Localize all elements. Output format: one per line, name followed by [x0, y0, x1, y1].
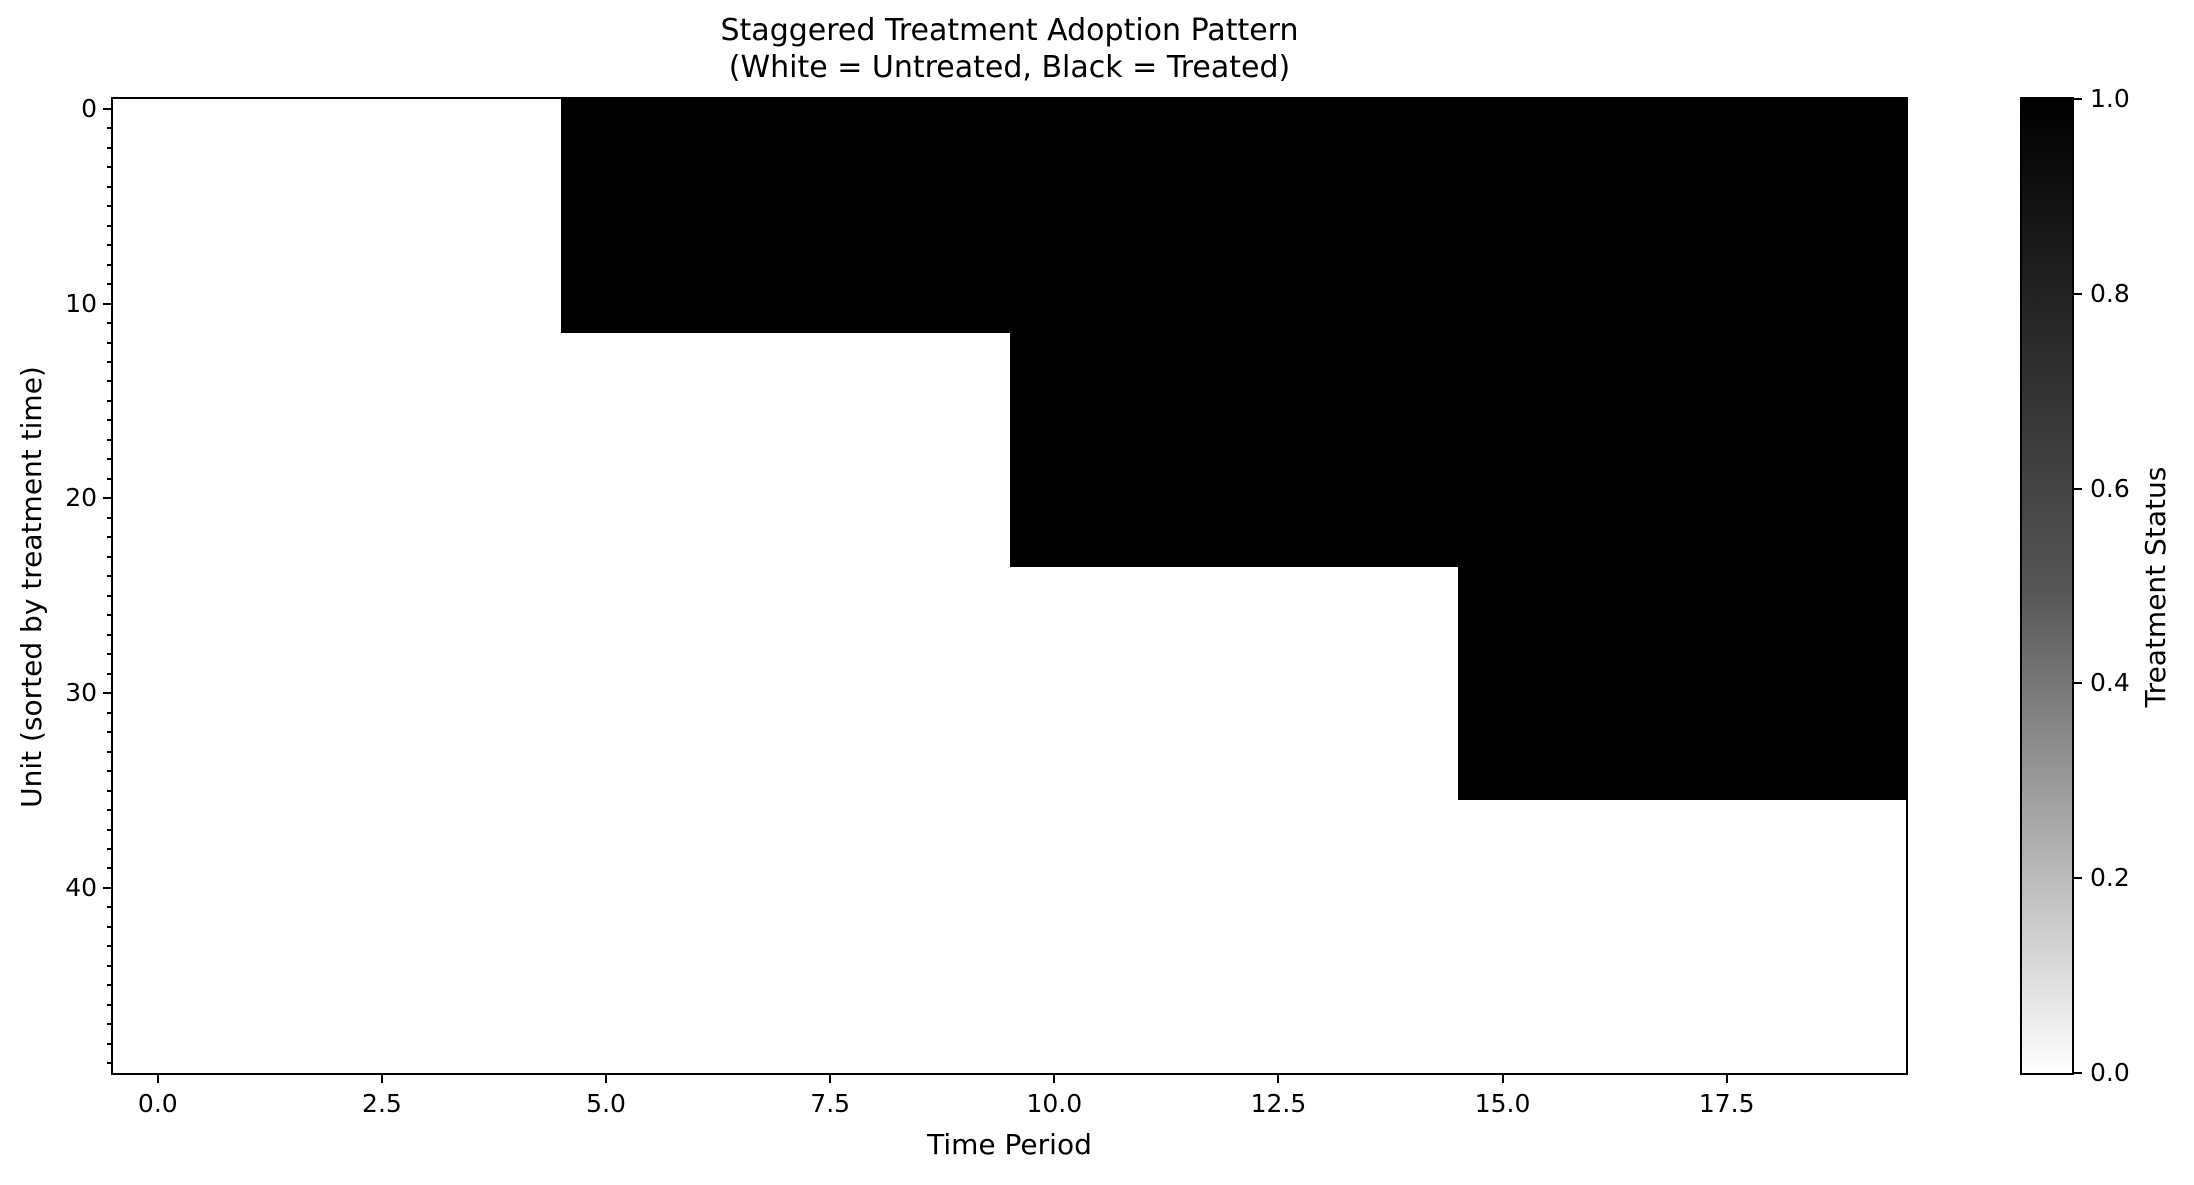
x-tick [1053, 1073, 1056, 1083]
y-minor-tick [107, 458, 113, 461]
y-minor-tick [107, 166, 113, 169]
y-tick [103, 692, 113, 695]
colorbar-tick-label: 0.4 [2090, 668, 2130, 698]
y-minor-tick [107, 263, 113, 266]
colorbar-tick-label: 0.6 [2090, 473, 2130, 503]
y-minor-tick [107, 964, 113, 967]
chart-subtitle: (White = Untreated, Black = Treated) [728, 50, 1291, 85]
y-minor-tick [107, 205, 113, 208]
y-minor-tick [107, 146, 113, 149]
y-tick [103, 886, 113, 889]
y-minor-tick [107, 185, 113, 188]
colorbar-tick [2072, 1072, 2082, 1074]
x-tick [156, 1073, 159, 1083]
y-tick-label: 40 [65, 872, 97, 902]
x-tick-label: 5.0 [586, 1089, 626, 1118]
y-minor-tick [107, 283, 113, 286]
y-minor-tick [107, 555, 113, 558]
y-tick-label: 10 [65, 288, 97, 318]
x-tick [380, 1073, 383, 1083]
y-minor-tick [107, 945, 113, 948]
y-minor-tick [107, 653, 113, 656]
x-tick [1725, 1073, 1728, 1083]
y-minor-tick [107, 380, 113, 383]
colorbar-tick [2072, 487, 2082, 490]
colorbar-tick [2072, 877, 2082, 880]
colorbar [2020, 97, 2074, 1075]
plot-area [111, 97, 1908, 1075]
y-tick-label: 0 [81, 93, 97, 123]
y-minor-tick [107, 750, 113, 753]
x-tick-label: 7.5 [810, 1089, 851, 1118]
y-tick-label: 30 [65, 678, 97, 708]
y-minor-tick [107, 516, 113, 519]
y-minor-tick [107, 224, 113, 227]
treated-region-cohort-period-10 [1009, 332, 1906, 567]
colorbar-tick-label: 0.8 [2090, 278, 2130, 308]
x-tick-label: 10.0 [1026, 1089, 1083, 1118]
y-minor-tick [107, 672, 113, 675]
y-minor-tick [107, 419, 113, 422]
y-minor-tick [107, 770, 113, 773]
x-tick-label: 0.0 [137, 1089, 178, 1118]
y-minor-tick [107, 399, 113, 402]
y-minor-tick [107, 906, 113, 909]
y-minor-tick [107, 438, 113, 441]
treated-region-cohort-period-5 [561, 99, 1906, 333]
y-minor-tick [107, 1062, 113, 1065]
colorbar-tick-label: 1.0 [2090, 84, 2130, 113]
y-tick-label: 20 [65, 483, 97, 513]
y-tick [103, 497, 113, 500]
y-minor-tick [107, 847, 113, 850]
y-minor-tick [107, 1042, 113, 1045]
y-minor-tick [107, 1023, 113, 1026]
x-tick-label: 2.5 [362, 1089, 402, 1118]
chart-title: Staggered Treatment Adoption Pattern [720, 13, 1299, 48]
treated-region-cohort-period-15 [1457, 566, 1906, 801]
y-minor-tick [107, 244, 113, 247]
y-axis-label: Unit (sorted by treatment time) [15, 366, 48, 808]
x-tick [1277, 1073, 1280, 1083]
chart-title-block: Staggered Treatment Adoption Pattern (Wh… [113, 12, 1906, 86]
y-minor-tick [107, 341, 113, 344]
y-minor-tick [107, 614, 113, 617]
y-minor-tick [107, 925, 113, 928]
y-minor-tick [107, 322, 113, 325]
x-tick [605, 1073, 608, 1083]
y-minor-tick [107, 1003, 113, 1006]
x-tick-label: 15.0 [1474, 1089, 1531, 1118]
y-minor-tick [107, 477, 113, 480]
y-minor-tick [107, 984, 113, 987]
colorbar-tick [2072, 682, 2082, 685]
y-minor-tick [107, 711, 113, 714]
y-minor-tick [107, 633, 113, 636]
y-minor-tick [107, 594, 113, 597]
x-tick-label: 17.5 [1698, 1089, 1755, 1118]
colorbar-tick [2072, 292, 2082, 295]
y-minor-tick [107, 575, 113, 578]
colorbar-tick-label: 0.0 [2090, 1058, 2130, 1087]
colorbar-tick [2072, 98, 2082, 100]
y-minor-tick [107, 127, 113, 130]
y-minor-tick [107, 536, 113, 539]
colorbar-tick-label: 0.2 [2090, 863, 2130, 893]
x-tick [1501, 1073, 1504, 1083]
y-minor-tick [107, 809, 113, 812]
x-tick-label: 12.5 [1250, 1089, 1307, 1118]
y-minor-tick [107, 360, 113, 363]
y-minor-tick [107, 828, 113, 831]
y-tick [103, 107, 113, 110]
y-minor-tick [107, 731, 113, 734]
y-minor-tick [107, 789, 113, 792]
colorbar-label: Treatment Status [2139, 466, 2172, 708]
y-minor-tick [107, 867, 113, 870]
x-axis-label: Time Period [927, 1128, 1092, 1161]
x-tick [829, 1073, 832, 1083]
y-tick [103, 302, 113, 305]
